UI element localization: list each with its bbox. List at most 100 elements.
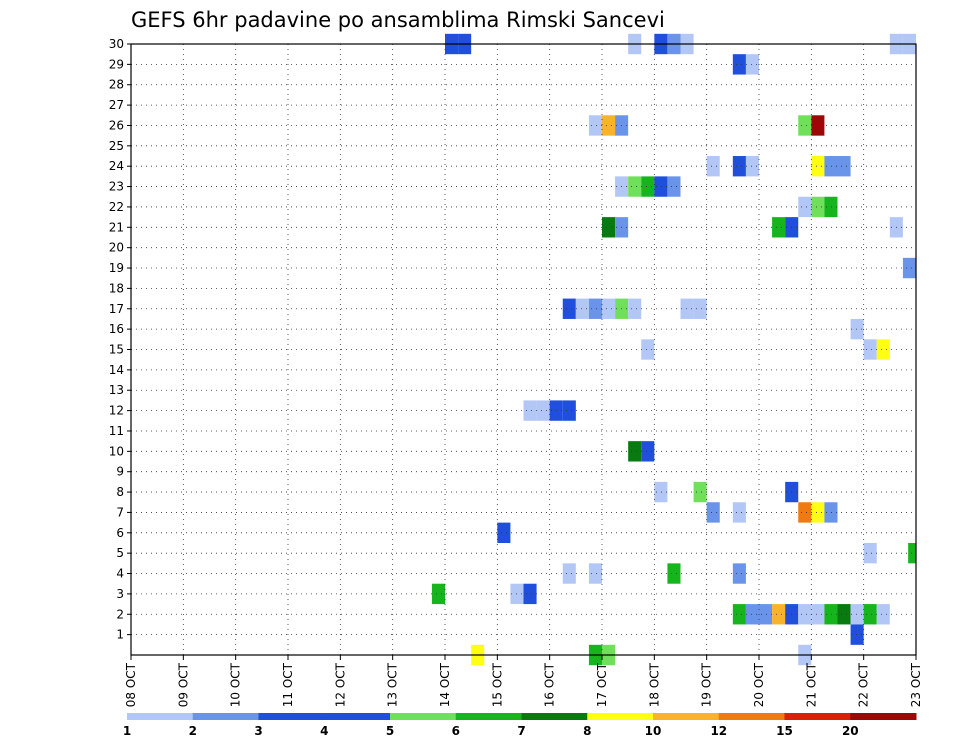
y-tick-label: 2 [116,607,124,621]
heatmap-cell [837,604,851,625]
y-tick-label: 11 [109,424,124,438]
heatmap-cell [536,400,550,421]
y-tick-label: 28 [109,78,124,92]
x-tick-label: 12 OCT [333,662,347,707]
heatmap-cell [772,604,786,625]
heatmap-cell [811,156,825,177]
heatmap-cell [876,339,890,360]
heatmap-cell [811,115,825,136]
heatmap-cell [908,542,916,564]
y-tick-label: 17 [109,302,124,316]
heatmap-cell [824,604,838,625]
heatmap-cell [628,176,642,197]
y-tick-label: 18 [109,281,124,295]
heatmap-cell [824,196,838,218]
heatmap-cell [732,502,746,523]
heatmap-cell [732,604,746,625]
colorbar-label: 10 [645,724,662,738]
y-tick-label: 20 [109,241,124,255]
heatmap-cell [588,563,602,584]
y-tick-label: 23 [109,180,124,194]
y-tick-label: 29 [109,57,124,71]
heatmap-cell [497,522,511,543]
heatmap-cell [798,502,812,523]
colorbar: 1 2 3 4 5 6 7 8 10 12 15 20 [123,713,917,738]
heatmap-cell [628,441,642,462]
heatmap-cell [431,583,445,605]
colorbar-label: 4 [320,724,328,738]
colorbar-label: 7 [517,724,525,738]
colorbar-label: 15 [776,724,793,738]
heatmap-cell [811,604,825,625]
y-tick-label: 14 [109,363,124,377]
y-tick-label: 16 [109,322,124,336]
heatmap-cell [588,115,602,136]
y-tick-label: 24 [109,159,124,173]
heatmap-cell [863,604,877,625]
heatmap-cell [693,481,707,503]
colorbar-label: 12 [710,724,727,738]
colorbar-swatch [521,713,588,720]
y-tick-label: 30 [109,37,124,51]
y-tick-label: 22 [109,200,124,214]
heatmap-cell [641,339,655,360]
colorbar-swatch [784,713,851,720]
heatmap-cell [850,318,864,340]
y-tick-label: 25 [109,139,124,153]
heatmap-cell [654,481,668,503]
y-tick-label: 13 [109,383,124,397]
heatmap-cell [706,502,720,523]
x-tick-label: 09 OCT [176,662,190,707]
heatmap-cells [431,33,916,666]
y-tick-label: 4 [116,567,124,581]
heatmap-cell [667,563,681,584]
heatmap-cell [562,400,576,421]
heatmap-cell [523,583,537,605]
colorbar-label: 8 [583,724,591,738]
colorbar-swatch [127,713,194,720]
heatmap-cell [798,196,812,218]
heatmap-cell [641,441,655,462]
heatmap-cell [628,298,642,319]
heatmap-cell [902,257,916,279]
chart-title: GEFS 6hr padavine po ansamblima Rimski S… [131,8,665,32]
y-axis: 1234567891011121314151617181920212223242… [109,37,131,642]
colorbar-swatch [587,713,654,720]
x-axis: 08 OCT 09 OCT 10 OCT 11 OCT 12 OCT 13 OCT 14 O… [124,655,923,707]
x-tick-label: 14 OCT [438,662,452,707]
x-tick-label: 11 OCT [281,662,295,707]
heatmap-cell [680,298,694,319]
heatmap-cell [602,115,616,136]
heatmap-cell [562,298,576,319]
heatmap-cell [732,156,746,177]
heatmap-cell [863,339,877,360]
heatmap-cell [850,624,864,645]
heatmap-cell [811,502,825,523]
x-tick-label: 21 OCT [804,662,818,707]
heatmap-cell [850,604,864,625]
colorbar-swatch [258,713,325,720]
heatmap-cell [693,298,707,319]
y-tick-label: 6 [116,526,124,540]
x-tick-label: 19 OCT [700,662,714,707]
heatmap-cell [745,54,759,75]
x-tick-label: 10 OCT [229,662,243,707]
y-tick-label: 3 [116,587,124,601]
y-tick-label: 10 [109,444,124,458]
y-tick-label: 5 [116,546,124,560]
x-tick-label: 17 OCT [595,662,609,707]
heatmap-cell [876,604,890,625]
x-tick-label: 08 OCT [124,662,138,707]
heatmap-cell [745,156,759,177]
colorbar-swatch [390,713,457,720]
y-tick-label: 9 [116,465,124,479]
x-tick-label: 22 OCT [857,662,871,707]
heatmap-cell [562,563,576,584]
heatmap-cell [654,176,668,197]
y-tick-label: 26 [109,118,124,132]
colorbar-swatch [850,713,917,720]
colorbar-label: 2 [189,724,197,738]
y-tick-label: 21 [109,220,124,234]
colorbar-swatch [718,713,785,720]
heatmap-cell [745,604,759,625]
